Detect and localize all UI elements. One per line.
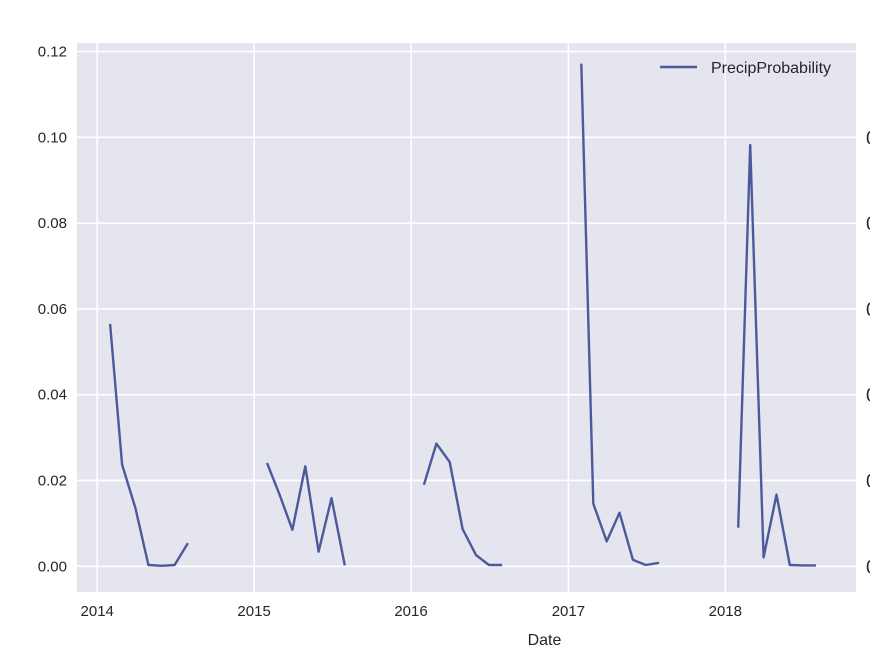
right-axis-tick-label: 0 xyxy=(866,386,870,407)
y-tick-label: 0.04 xyxy=(38,387,67,404)
series-line-segment xyxy=(422,442,503,567)
series-line-segment xyxy=(580,63,660,567)
series-line-segment xyxy=(265,462,346,566)
y-tick-label: 0.06 xyxy=(38,301,67,318)
x-tick-label: 2016 xyxy=(394,603,427,620)
series-line-segment xyxy=(108,323,189,567)
y-tick-label: 0.10 xyxy=(38,129,67,146)
y-tick-label: 0.08 xyxy=(38,215,67,232)
right-axis-tick-label: 0 xyxy=(866,471,870,492)
grid-lines xyxy=(77,43,856,592)
y-tick-label: 0.12 xyxy=(38,44,67,61)
y-tick-label: 0.02 xyxy=(38,472,67,489)
plot-area xyxy=(77,43,856,592)
x-tick-label: 2014 xyxy=(81,603,114,620)
y-tick-label: 0.00 xyxy=(38,558,67,575)
right-axis-tick-label: 0 xyxy=(866,128,870,149)
y-axis: 0.00 0.02 0.04 0.06 0.08 0.10 0.12 xyxy=(38,44,67,576)
legend-label-precip-probability: PrecipProbability xyxy=(711,60,831,77)
right-axis-tick-label: 0 xyxy=(866,300,870,321)
x-axis-label: Date xyxy=(528,632,562,649)
x-tick-label: 2015 xyxy=(237,603,270,620)
legend: PrecipProbability xyxy=(660,60,831,77)
x-tick-label: 2017 xyxy=(552,603,585,620)
x-tick-label: 2018 xyxy=(709,603,742,620)
right-axis-tick-label: 0 xyxy=(866,214,870,235)
series-lines xyxy=(108,63,816,567)
right-axis-partial: 0 0 0 0 0 0 xyxy=(866,128,870,578)
series-line-segment xyxy=(737,143,816,567)
x-axis: 2014 2015 2016 2017 2018 xyxy=(81,603,742,620)
right-axis-tick-label: 0 xyxy=(866,557,870,578)
